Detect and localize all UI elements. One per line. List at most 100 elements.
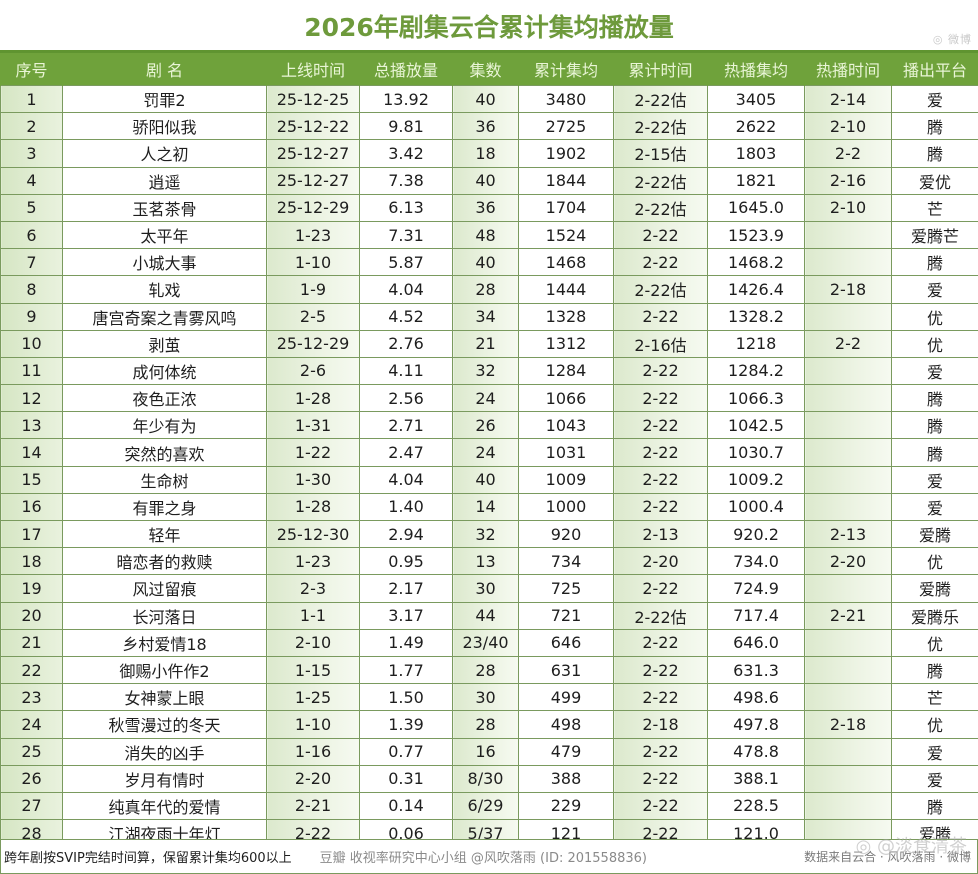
cell-cumulative-date: 2-22估 [613, 166, 708, 195]
cell-title: 风过留痕 [62, 574, 267, 603]
cell-index: 19 [0, 574, 63, 603]
table-row: 17 轻年 25-12-30 2.94 32 920 2-13 920.2 2-13 爱腾 [0, 519, 978, 549]
header-col-cumulative-avg: 累计集均 [518, 50, 614, 86]
cell-title: 夜色正浓 [62, 384, 267, 413]
table-row: 27 纯真年代的爱情 2-21 0.14 6/29 229 2-22 228.5 腾 [0, 791, 978, 821]
cell-episodes: 6/29 [452, 791, 519, 821]
cell-peak-date [804, 411, 892, 440]
cell-peak-date [804, 574, 892, 603]
cell-episodes: 23/40 [452, 628, 519, 657]
cell-index: 15 [0, 465, 63, 494]
cell-cumulative-date: 2-16估 [613, 329, 708, 358]
table-row: 3 人之初 25-12-27 3.42 18 1902 2-15估 1803 2-2 腾 [0, 139, 978, 168]
cell-total-views: 1.77 [359, 655, 453, 685]
cell-title: 岁月有情时 [62, 764, 267, 793]
cell-release-date: 1-28 [266, 492, 360, 522]
cell-title: 消失的凶手 [62, 737, 267, 766]
table-row: 4 逍遥 25-12-27 7.38 40 1844 2-22估 1821 2-16 爱优 [0, 166, 978, 195]
cell-platform: 优 [891, 710, 978, 739]
cell-cumulative-avg: 1444 [518, 275, 614, 304]
cell-release-date: 2-20 [266, 764, 360, 793]
table-row: 11 成何体统 2-6 4.11 32 1284 2-22 1284.2 爱 [0, 356, 978, 386]
cell-title: 成何体统 [62, 356, 267, 386]
cell-release-date: 1-1 [266, 601, 360, 630]
cell-release-date: 1-16 [266, 737, 360, 766]
cell-peak-avg: 724.9 [707, 574, 805, 603]
cell-index: 17 [0, 519, 63, 549]
cell-episodes: 32 [452, 519, 519, 549]
cell-peak-date: 2-13 [804, 519, 892, 549]
table-row: 9 唐宫奇案之青雾风鸣 2-5 4.52 34 1328 2-22 1328.2 优 [0, 302, 978, 331]
header-col-peak-avg: 热播集均 [707, 50, 805, 86]
cell-cumulative-date: 2-22估 [613, 112, 708, 141]
cell-cumulative-avg: 646 [518, 628, 614, 657]
cell-peak-date [804, 683, 892, 712]
cell-peak-avg: 3405 [707, 84, 805, 114]
cell-peak-avg: 228.5 [707, 791, 805, 821]
cell-peak-avg: 1030.7 [707, 438, 805, 467]
cell-release-date: 25-12-27 [266, 166, 360, 195]
cell-release-date: 25-12-22 [266, 112, 360, 141]
cell-title: 小城大事 [62, 248, 267, 277]
cell-platform: 优 [891, 329, 978, 358]
cell-total-views: 5.87 [359, 248, 453, 277]
cell-index: 6 [0, 220, 63, 250]
cell-episodes: 40 [452, 465, 519, 494]
cell-episodes: 40 [452, 166, 519, 195]
cell-index: 8 [0, 275, 63, 304]
cell-total-views: 1.50 [359, 683, 453, 712]
cell-episodes: 32 [452, 356, 519, 386]
cell-cumulative-date: 2-22估 [613, 84, 708, 114]
cell-total-views: 0.95 [359, 547, 453, 576]
cell-index: 16 [0, 492, 63, 522]
cell-cumulative-date: 2-22 [613, 411, 708, 440]
cell-platform: 腾 [891, 438, 978, 467]
cell-total-views: 13.92 [359, 84, 453, 114]
cell-title: 轧戏 [62, 275, 267, 304]
cell-episodes: 30 [452, 574, 519, 603]
cell-title: 罚罪2 [62, 84, 267, 114]
cell-cumulative-date: 2-22 [613, 764, 708, 793]
cell-release-date: 2-3 [266, 574, 360, 603]
cell-cumulative-avg: 734 [518, 547, 614, 576]
cell-peak-date: 2-18 [804, 275, 892, 304]
cell-episodes: 30 [452, 683, 519, 712]
cell-total-views: 0.31 [359, 764, 453, 793]
cell-cumulative-avg: 3480 [518, 84, 614, 114]
table-row: 16 有罪之身 1-28 1.40 14 1000 2-22 1000.4 爱 [0, 492, 978, 522]
cell-peak-date [804, 356, 892, 386]
cell-total-views: 3.17 [359, 601, 453, 630]
header-col-peak-date: 热播时间 [804, 50, 892, 86]
cell-peak-date: 2-16 [804, 166, 892, 195]
cell-episodes: 18 [452, 139, 519, 168]
cell-cumulative-avg: 229 [518, 791, 614, 821]
cell-total-views: 7.31 [359, 220, 453, 250]
cell-platform: 爱腾乐 [891, 601, 978, 630]
footer-source: 数据来自云合 · 风吹落雨 · 微博 [804, 850, 971, 864]
cell-episodes: 40 [452, 84, 519, 114]
cell-cumulative-avg: 2725 [518, 112, 614, 141]
cell-episodes: 14 [452, 492, 519, 522]
cell-title: 纯真年代的爱情 [62, 791, 267, 821]
cell-peak-avg: 631.3 [707, 655, 805, 685]
cell-peak-date [804, 764, 892, 793]
cell-peak-avg: 646.0 [707, 628, 805, 657]
cell-peak-avg: 1803 [707, 139, 805, 168]
cell-platform: 爱 [891, 764, 978, 793]
cell-total-views: 3.42 [359, 139, 453, 168]
weibo-watermark-icon: ◎ @淡食清茶 [855, 836, 967, 857]
cell-platform: 优 [891, 628, 978, 657]
cell-peak-avg: 1042.5 [707, 411, 805, 440]
cell-peak-avg: 1328.2 [707, 302, 805, 331]
cell-index: 9 [0, 302, 63, 331]
cell-cumulative-avg: 1066 [518, 384, 614, 413]
ranking-table-container: 序号剧 名上线时间 总播放量 集数 累计集均 累计时间 热播集均 热播时间 播出平台 1 罚罪2… [0, 50, 978, 848]
header-col-episodes: 集数 [452, 50, 519, 86]
cell-cumulative-avg: 1328 [518, 302, 614, 331]
cell-peak-date: 2-20 [804, 547, 892, 576]
cell-cumulative-avg: 920 [518, 519, 614, 549]
cell-cumulative-avg: 1468 [518, 248, 614, 277]
cell-total-views: 1.49 [359, 628, 453, 657]
cell-total-views: 4.04 [359, 465, 453, 494]
cell-peak-avg: 734.0 [707, 547, 805, 576]
